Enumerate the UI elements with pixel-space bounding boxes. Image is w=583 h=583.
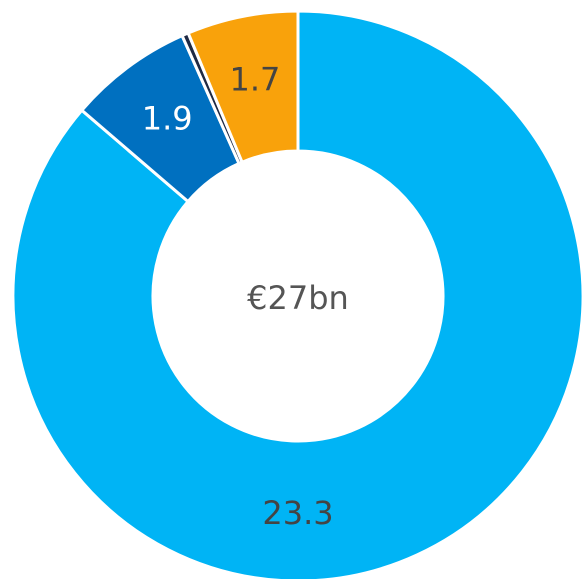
center-label: €27bn: [247, 279, 349, 317]
value-label: 23.3: [262, 494, 333, 532]
donut-segment: [186, 9, 300, 165]
value-label: 1.9: [142, 99, 193, 137]
value-label: 1.7: [230, 60, 281, 98]
